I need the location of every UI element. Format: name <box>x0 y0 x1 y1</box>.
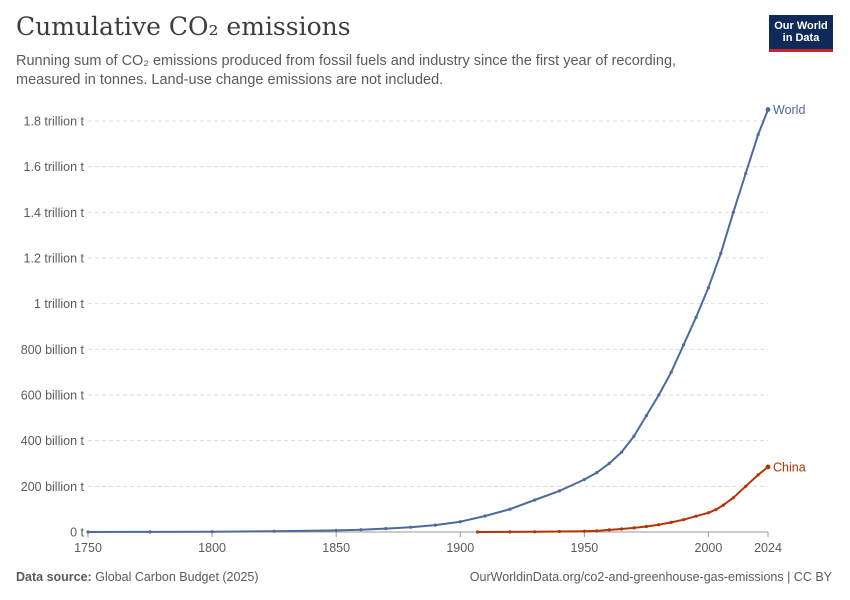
data-point-world <box>657 393 661 397</box>
data-point-china <box>694 514 698 518</box>
logo-line-2: in Data <box>782 32 820 44</box>
y-tick-label: 1 trillion t <box>34 297 85 311</box>
data-point-world <box>86 530 90 534</box>
data-source-value[interactable]: Global Carbon Budget (2025) <box>95 570 259 584</box>
y-tick-label: 1.4 trillion t <box>24 206 85 220</box>
data-point-china <box>714 508 718 512</box>
data-point-china <box>744 484 748 488</box>
y-tick-label: 200 billion t <box>21 480 85 494</box>
data-point-china <box>657 523 661 527</box>
data-point-world <box>607 461 611 466</box>
data-point-world <box>359 528 363 532</box>
data-point-world <box>210 530 214 534</box>
data-point-world <box>148 530 152 534</box>
data-point-world <box>632 434 636 438</box>
logo-line-1: Our World <box>774 20 828 32</box>
y-tick-label: 1.2 trillion t <box>24 252 85 266</box>
x-tick-label: 1850 <box>322 541 350 555</box>
data-point-china <box>533 530 537 534</box>
owid-logo[interactable]: Our World in Data <box>769 15 833 52</box>
data-source-label: Data source: <box>16 570 92 584</box>
data-point-world <box>756 133 760 137</box>
data-point-china <box>508 530 512 534</box>
data-point-world <box>483 514 487 518</box>
data-point-china <box>756 473 760 477</box>
data-point-world <box>384 527 388 531</box>
data-point-world <box>334 528 338 533</box>
data-point-china <box>620 527 624 531</box>
data-point-world <box>669 370 673 374</box>
data-point-world <box>620 450 624 454</box>
data-point-world <box>644 414 649 418</box>
data-point-world <box>272 529 276 533</box>
data-point-world <box>557 489 562 493</box>
end-marker-china <box>765 464 771 470</box>
series-label-china: China <box>773 460 806 474</box>
x-tick-label: 2000 <box>695 541 723 555</box>
source-url[interactable]: OurWorldinData.org/co2-and-greenhouse-ga… <box>469 570 832 584</box>
chart-title: Cumulative CO₂ emissions <box>16 12 351 41</box>
data-point-china <box>476 530 480 534</box>
data-point-china <box>607 528 611 532</box>
data-point-china <box>595 529 599 533</box>
data-point-world <box>582 477 587 482</box>
data-source: Data source: Global Carbon Budget (2025) <box>16 570 259 584</box>
series-label-world: World <box>773 103 805 117</box>
data-point-world <box>595 471 599 475</box>
y-tick-label: 1.8 trillion t <box>24 115 85 129</box>
data-point-china <box>706 511 711 515</box>
data-point-world <box>533 498 537 502</box>
data-point-world <box>744 171 748 176</box>
series-line-world <box>87 109 769 533</box>
data-point-world <box>731 210 735 214</box>
chart-subtitle: Running sum of CO₂ emissions produced fr… <box>16 53 677 88</box>
x-tick-label: 1950 <box>570 541 598 555</box>
data-point-china <box>557 529 562 534</box>
series-line-china <box>477 466 769 533</box>
data-point-china <box>644 524 649 529</box>
data-point-world <box>458 520 462 524</box>
data-point-world <box>433 523 437 527</box>
data-point-china <box>721 503 725 507</box>
data-point-world <box>508 507 512 511</box>
data-point-china <box>682 518 686 522</box>
end-marker-world <box>765 107 771 112</box>
y-tick-label: 600 billion t <box>21 389 85 403</box>
data-point-world <box>719 251 723 255</box>
data-point-world <box>409 525 413 529</box>
x-tick-label: 1900 <box>446 541 474 555</box>
data-point-china <box>731 496 735 500</box>
data-point-china <box>582 529 587 533</box>
y-tick-label: 800 billion t <box>21 343 85 357</box>
x-tick-label: 2024 <box>754 541 782 555</box>
y-tick-label: 400 billion t <box>21 434 85 448</box>
x-tick-label: 1800 <box>198 541 226 555</box>
data-point-world <box>682 343 686 347</box>
data-point-world <box>706 286 711 290</box>
data-point-china <box>669 520 673 525</box>
data-point-world <box>694 315 698 319</box>
y-tick-label: 1.6 trillion t <box>24 160 85 174</box>
data-point-china <box>632 526 636 530</box>
x-tick-label: 1750 <box>74 541 102 555</box>
y-tick-label: 0 t <box>70 526 84 540</box>
